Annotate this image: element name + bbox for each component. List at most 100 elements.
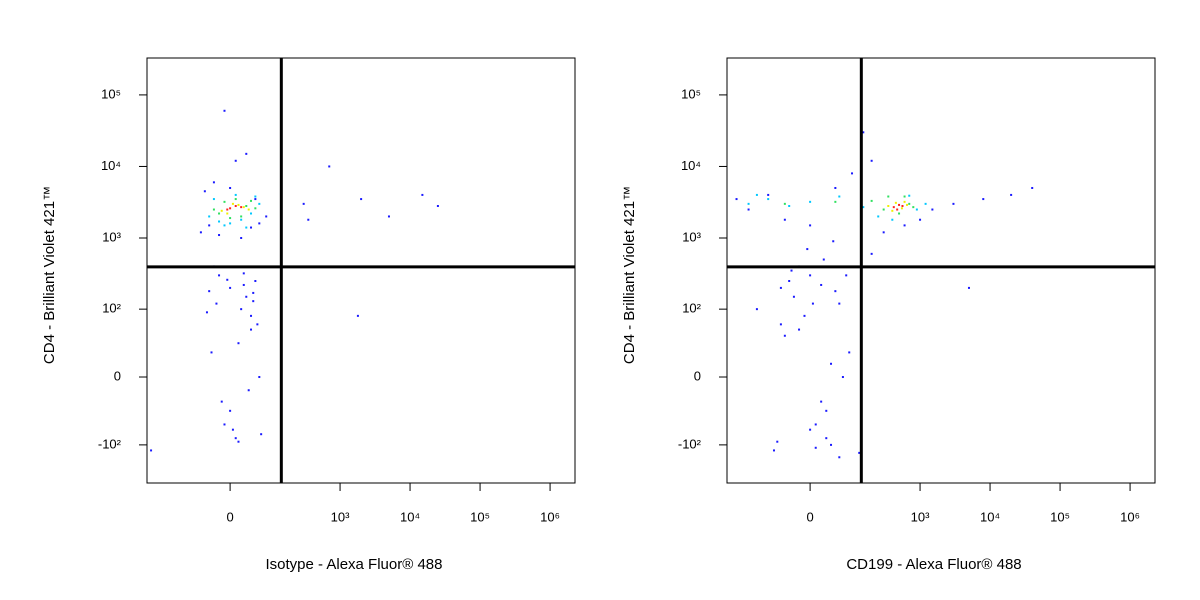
event-dot [258, 376, 261, 379]
x-tick-label: 10⁶ [540, 509, 560, 524]
event-dot [240, 215, 243, 218]
event-dot [250, 199, 253, 202]
event-dot [208, 224, 211, 227]
event-dot [242, 283, 245, 286]
event-dot [870, 252, 873, 255]
x-axis-label: CD199 - Alexa Fluor® 488 [846, 556, 1021, 573]
event-dot [250, 212, 253, 215]
event-dot [436, 205, 439, 208]
event-dot [919, 218, 922, 221]
event-dot [896, 208, 899, 211]
event-dot [901, 205, 904, 208]
event-dot [256, 323, 259, 326]
y-axis-label: CD4 - Brilliant Violet 421™ [41, 186, 58, 364]
event-dot [903, 195, 906, 198]
event-dot [882, 231, 885, 234]
event-dot [830, 362, 833, 365]
event-dot [822, 258, 825, 261]
event-dot [234, 159, 237, 162]
event-dot [199, 231, 202, 234]
event-dot [834, 186, 837, 189]
plot-frame [726, 57, 1156, 484]
event-dot [783, 202, 786, 205]
event-dot [226, 212, 229, 215]
event-dot [265, 215, 268, 218]
event-dot [803, 314, 806, 317]
event-dot [215, 302, 218, 305]
event-dot [240, 206, 243, 209]
event-dot [421, 193, 424, 196]
event-dot [237, 342, 240, 345]
event-dot [302, 202, 305, 205]
event-dot [212, 181, 215, 184]
x-axis-label: Isotype - Alexa Fluor® 488 [266, 556, 443, 573]
y-tick-label: -10² [678, 436, 702, 451]
event-dot [894, 201, 897, 204]
event-dot [903, 224, 906, 227]
event-dot [862, 206, 865, 209]
event-dot [905, 203, 908, 206]
event-dot [226, 208, 229, 211]
y-tick-label: 10³ [682, 229, 701, 244]
event-dot [755, 193, 758, 196]
event-dot [767, 198, 770, 201]
event-dot [982, 198, 985, 201]
event-dot [779, 323, 782, 326]
event-dot [307, 218, 310, 221]
event-dot [328, 165, 331, 168]
event-dot [223, 423, 226, 426]
event-dot [832, 240, 835, 243]
event-dot [250, 226, 253, 229]
event-dot [900, 207, 903, 210]
event-dot [811, 302, 814, 305]
x-tick-label: 10⁴ [400, 509, 420, 524]
event-dot [212, 198, 215, 201]
event-dot [825, 437, 828, 440]
event-dot [218, 220, 221, 223]
y-tick-label: 10⁵ [101, 86, 121, 101]
event-dot [814, 446, 817, 449]
x-tick-label: 10⁵ [470, 509, 490, 524]
event-dot [229, 222, 232, 225]
event-dot [858, 451, 861, 454]
event-dot [806, 248, 809, 251]
y-tick-label: 0 [694, 368, 701, 383]
event-dot [210, 351, 213, 354]
event-dot [240, 236, 243, 239]
event-dot [229, 186, 232, 189]
event-dot [747, 208, 750, 211]
event-dot [908, 202, 911, 205]
event-dot [218, 274, 221, 277]
event-dot [356, 314, 359, 317]
event-dot [234, 198, 237, 201]
event-dot [218, 212, 221, 215]
plot-frame [146, 57, 576, 484]
x-tick-label: 10³ [911, 509, 930, 524]
event-dot [220, 400, 223, 403]
event-dot [798, 328, 801, 331]
event-dot [783, 218, 786, 221]
event-dot [242, 272, 245, 275]
event-dot [838, 302, 841, 305]
y-tick-label: 0 [114, 368, 121, 383]
event-dot [223, 224, 226, 227]
event-dot [252, 300, 255, 303]
event-dot [820, 283, 823, 286]
event-dot [240, 218, 243, 221]
event-dot [260, 433, 263, 436]
event-dot [783, 334, 786, 337]
x-tick-label: 0 [226, 509, 233, 524]
event-dot [903, 200, 906, 203]
event-dot [223, 109, 226, 112]
event-dot [915, 208, 918, 211]
event-dot [218, 234, 221, 237]
event-dot [245, 295, 248, 298]
event-dot [851, 172, 854, 175]
event-dot [809, 274, 812, 277]
event-dot [891, 209, 894, 212]
event-dot [887, 195, 890, 198]
event-dot [231, 202, 234, 205]
event-dot [809, 200, 812, 203]
